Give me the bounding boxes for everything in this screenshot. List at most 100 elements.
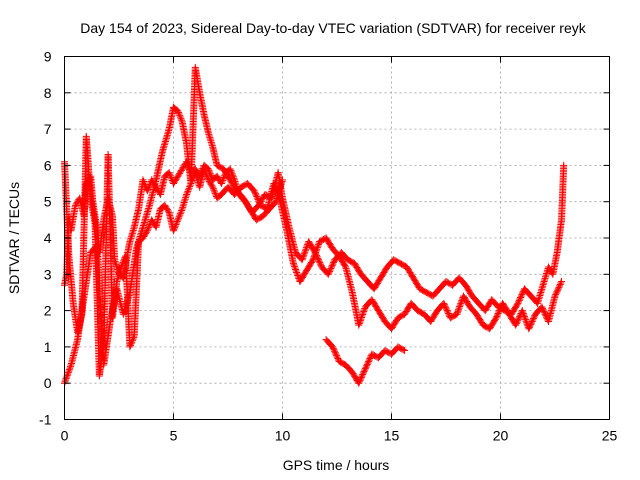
data-point <box>355 379 363 387</box>
data-point <box>399 346 407 354</box>
data-point <box>62 376 70 384</box>
data-point <box>227 167 235 175</box>
data-point <box>300 250 308 258</box>
data-point <box>173 219 181 227</box>
data-point <box>539 304 547 312</box>
data-point <box>167 173 175 181</box>
y-axis-ticks: -1 0 1 2 3 4 5 6 7 8 9 <box>39 49 610 428</box>
data-point <box>529 315 537 323</box>
data-point <box>174 109 182 117</box>
data-point <box>176 113 184 121</box>
data-point <box>493 312 501 320</box>
data-point <box>357 315 365 323</box>
data-point <box>552 291 560 299</box>
data-point <box>456 303 464 311</box>
data-point <box>140 177 148 185</box>
data-point <box>355 320 363 328</box>
data-point <box>64 369 72 377</box>
data-point <box>204 174 212 182</box>
data-point <box>331 349 339 357</box>
data-point <box>332 350 340 358</box>
data-point <box>293 270 301 278</box>
data-point <box>519 308 527 316</box>
data-point <box>301 248 309 256</box>
data-point <box>329 344 337 352</box>
data-point <box>530 313 538 321</box>
data-point <box>330 259 338 267</box>
data-point <box>453 310 461 318</box>
data-point <box>213 172 221 180</box>
data-points <box>61 63 568 387</box>
data-point <box>525 325 533 333</box>
data-point <box>453 309 461 317</box>
data-point <box>300 251 308 259</box>
data-point <box>164 207 172 215</box>
data-point <box>527 320 535 328</box>
data-point <box>176 168 184 176</box>
data-point <box>178 207 186 215</box>
data-point <box>171 222 179 230</box>
data-point <box>289 259 297 267</box>
data-point <box>252 191 260 199</box>
data-point <box>444 308 452 316</box>
data-point <box>279 176 286 184</box>
data-point <box>170 178 178 186</box>
data-point <box>359 309 367 317</box>
data-point <box>324 270 332 278</box>
data-point <box>179 164 187 172</box>
data-point <box>166 170 174 178</box>
data-point <box>442 305 450 313</box>
data-point <box>166 172 174 180</box>
data-point <box>161 201 169 209</box>
x-tick-label: 5 <box>170 428 178 444</box>
data-point <box>327 264 335 272</box>
data-point <box>208 182 216 190</box>
data-point <box>365 357 373 365</box>
data-point <box>177 208 185 216</box>
data-point <box>143 187 151 195</box>
data-point <box>162 203 170 211</box>
data-point <box>522 316 530 324</box>
data-point <box>355 321 363 329</box>
data-point <box>522 317 530 325</box>
data-point <box>209 185 217 193</box>
data-point <box>363 362 371 370</box>
data-point <box>255 198 263 206</box>
data-point <box>440 299 448 307</box>
data-point <box>128 338 136 346</box>
data-point <box>357 375 365 383</box>
data-point <box>148 216 156 224</box>
data-point <box>356 317 364 325</box>
data-point <box>555 283 563 291</box>
series-trace-D <box>322 336 409 387</box>
data-point <box>174 107 182 115</box>
data-point <box>441 302 449 310</box>
y-tick-label: 3 <box>44 266 52 282</box>
data-point <box>360 308 368 316</box>
series-trace-B <box>61 132 566 380</box>
data-point <box>541 310 549 318</box>
data-point <box>326 267 334 275</box>
chart-title: Day 154 of 2023, Sidereal Day-to-day VTE… <box>80 20 586 36</box>
data-point <box>360 368 368 376</box>
data-point <box>556 282 564 290</box>
data-point <box>517 292 525 300</box>
data-point <box>514 317 522 325</box>
data-point <box>331 347 339 355</box>
data-point <box>127 341 135 349</box>
data-point <box>176 169 184 177</box>
data-point <box>366 355 374 363</box>
data-point <box>62 375 70 383</box>
data-point <box>519 289 527 297</box>
data-point <box>310 254 318 262</box>
data-point <box>442 304 450 312</box>
data-point <box>203 171 211 179</box>
y-tick-label: 5 <box>44 194 52 210</box>
data-point <box>65 366 73 374</box>
data-point <box>313 244 321 252</box>
data-point <box>207 180 215 188</box>
data-point <box>514 315 522 323</box>
data-point <box>294 272 302 280</box>
data-point <box>315 257 323 265</box>
